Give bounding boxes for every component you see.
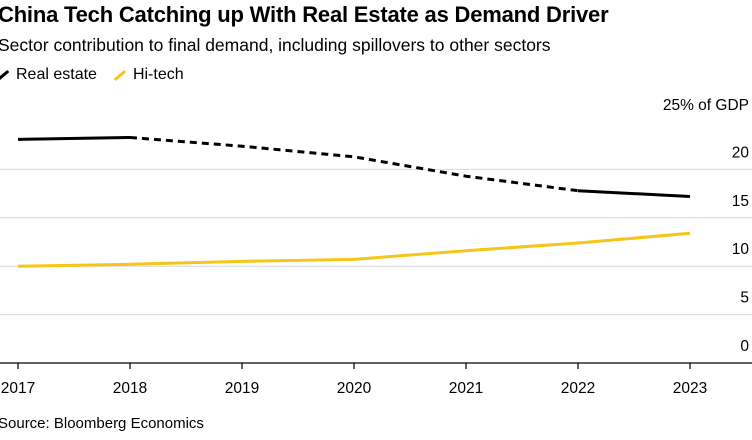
legend-item-hi-tech: Hi-tech <box>113 66 184 84</box>
chart-legend: Real estate Hi-tech <box>0 66 200 84</box>
y-axis-unit-label: 25% of GDP <box>663 97 749 114</box>
y-axis-tick-labels: 20 15 10 5 0 <box>732 144 750 355</box>
y-tick-label-0: 0 <box>740 338 749 355</box>
grid-lines <box>0 168 752 316</box>
legend-item-real-estate: Real estate <box>0 66 97 84</box>
legend-label-real-estate: Real estate <box>16 66 97 83</box>
y-tick-label-5: 5 <box>740 290 749 307</box>
x-tick-label-2020: 2020 <box>337 380 372 397</box>
source-note: Source: Bloomberg Economics <box>0 415 204 432</box>
series-line-hi-tech <box>17 231 691 268</box>
chart-title: China Tech Catching up With Real Estate … <box>0 2 609 27</box>
y-tick-label-10: 10 <box>732 241 750 258</box>
y-tick-label-20: 20 <box>732 144 750 161</box>
x-tick-label-2021: 2021 <box>449 380 483 397</box>
x-tick-label-2023: 2023 <box>673 380 707 397</box>
legend-label-hi-tech: Hi-tech <box>132 66 184 83</box>
x-tick-label-2022: 2022 <box>561 380 595 397</box>
x-tick-label-2018: 2018 <box>113 380 147 397</box>
series-line-real-estate-solid-end <box>577 189 691 198</box>
x-axis: 2017 2018 2019 2020 2021 2022 2023 <box>0 362 752 397</box>
series-line-real-estate-solid-start <box>17 136 131 141</box>
series-line-real-estate-dashed <box>129 136 579 193</box>
y-tick-label-15: 15 <box>732 193 749 210</box>
x-tick-label-2019: 2019 <box>225 380 259 397</box>
series-lines <box>17 136 691 268</box>
chart-subtitle: Sector contribution to final demand, inc… <box>0 35 551 55</box>
x-tick-label-2017: 2017 <box>1 380 35 397</box>
